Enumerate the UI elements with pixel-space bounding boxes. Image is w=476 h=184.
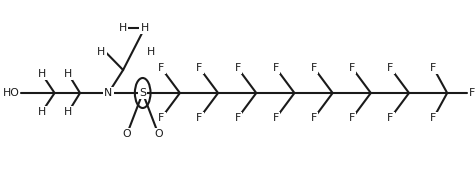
Text: H: H: [97, 47, 106, 57]
Text: N: N: [104, 88, 112, 98]
Text: H: H: [38, 107, 46, 117]
Text: O: O: [123, 129, 131, 139]
Text: F: F: [235, 113, 241, 123]
Text: H: H: [140, 23, 149, 33]
Text: HO: HO: [2, 88, 20, 98]
Text: F: F: [349, 63, 356, 73]
Text: F: F: [387, 63, 394, 73]
Text: S: S: [139, 88, 146, 98]
Text: H: H: [64, 107, 72, 117]
Text: F: F: [235, 63, 241, 73]
Text: F: F: [158, 113, 164, 123]
Text: F: F: [197, 113, 203, 123]
Text: F: F: [349, 113, 356, 123]
Text: F: F: [158, 63, 164, 73]
Text: H: H: [147, 47, 155, 57]
Text: F: F: [197, 63, 203, 73]
Text: F: F: [273, 63, 279, 73]
Text: O: O: [154, 129, 163, 139]
Text: H: H: [38, 69, 46, 79]
Text: H: H: [119, 23, 127, 33]
Text: F: F: [430, 63, 436, 73]
Text: F: F: [311, 113, 317, 123]
Text: F: F: [273, 113, 279, 123]
Text: H: H: [64, 69, 72, 79]
Text: F: F: [430, 113, 436, 123]
Text: F: F: [469, 88, 475, 98]
Text: F: F: [387, 113, 394, 123]
Text: F: F: [311, 63, 317, 73]
